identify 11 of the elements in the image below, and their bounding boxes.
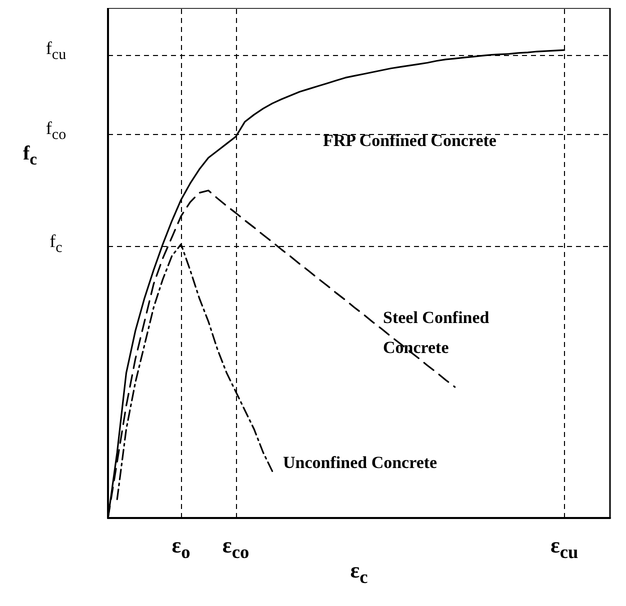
- annotation: Unconfined Concrete: [283, 452, 438, 474]
- x-tick-label: ε$_{co}$: [222, 532, 250, 562]
- x-tick-label: ε$_{cu}$: [550, 532, 578, 562]
- y-axis-title: f$_{c}$: [22, 142, 38, 169]
- x-axis-title: ε$_{c}$: [350, 558, 368, 588]
- ref-line-label: f$_{cu}$: [46, 38, 66, 63]
- x-tick-label: ε$_{o}$: [172, 532, 190, 562]
- ref-line-label: f$_{co}$: [46, 118, 66, 143]
- ref-line-label: f$_{c}$: [50, 231, 62, 256]
- annotation: FRP Confined Concrete: [323, 130, 498, 152]
- annotation: Steel Confined Concrete: [383, 307, 490, 359]
